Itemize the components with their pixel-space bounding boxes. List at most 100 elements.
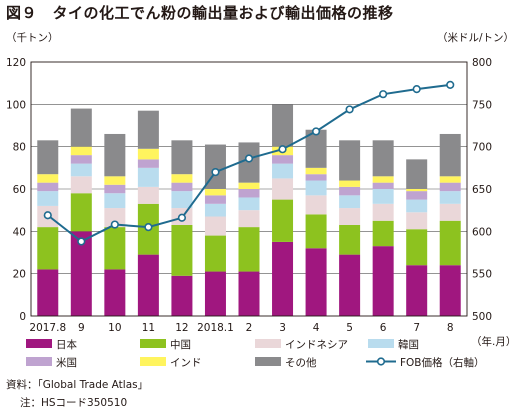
y2-tick-label: 750 <box>472 99 492 111</box>
y2-tick-label: 650 <box>472 184 492 196</box>
bar-segment <box>238 189 260 198</box>
price-point <box>278 145 287 154</box>
bar-segment <box>137 167 159 187</box>
bar-segment <box>37 174 59 183</box>
chart-title: 図９ タイの化工でん粉の輸出量および輸出価格の推移 <box>6 4 394 22</box>
legend-label: その他 <box>285 356 317 369</box>
bar-segment <box>439 182 461 192</box>
bar-segment <box>339 195 361 209</box>
price-point <box>177 213 187 222</box>
bar-segment <box>372 246 394 316</box>
legend-swatch <box>140 339 166 348</box>
bar-segment <box>204 235 226 272</box>
bar-segment <box>305 129 327 168</box>
bar-segment <box>204 195 226 204</box>
bar-segment <box>439 203 461 221</box>
bar-segment <box>171 275 193 316</box>
y-tick-label: 80 <box>13 142 26 154</box>
x-tick-label: 2 <box>246 322 253 334</box>
x-tick-label: 12 <box>175 322 188 334</box>
bar-segment <box>137 159 159 168</box>
price-point <box>110 220 119 229</box>
bar-segment <box>372 140 394 177</box>
bar-segment <box>104 184 126 194</box>
bar-segment <box>439 220 461 266</box>
y2-tick-label: 600 <box>472 226 492 238</box>
price-point <box>77 237 86 246</box>
bar-segment <box>171 182 193 192</box>
bar-segment <box>339 208 361 225</box>
bar-segment <box>372 189 394 204</box>
price-point <box>144 223 153 232</box>
bar-segment <box>104 193 126 209</box>
bar-segment <box>238 182 260 189</box>
bar-segment <box>372 182 394 189</box>
bar-segment <box>238 227 260 272</box>
bar-segment <box>372 203 394 221</box>
bar-segment <box>272 241 294 316</box>
source-text: 資料：「Global Trade Atlas」 <box>6 379 149 391</box>
x-tick-label: 5 <box>346 322 353 334</box>
bar-segment <box>339 224 361 255</box>
bar-segment <box>238 271 260 316</box>
bar-segment <box>439 133 461 177</box>
bar-segment <box>104 176 126 185</box>
x-tick-label: 3 <box>279 322 286 334</box>
x-tick-label: 9 <box>78 322 85 334</box>
y2-tick-label: 550 <box>472 269 492 281</box>
bar-segment <box>70 108 92 147</box>
note-text: 注：HSコード350510 <box>20 397 128 409</box>
bar-segment <box>70 146 92 156</box>
bar-segment <box>137 110 159 149</box>
x-tick-label: 10 <box>108 322 121 334</box>
price-point <box>311 127 321 136</box>
bar-segment <box>238 197 260 211</box>
legend-swatch <box>26 357 52 366</box>
left-axis-unit: （千トン） <box>6 32 59 44</box>
bar-segment <box>171 174 193 183</box>
price-point <box>345 105 354 114</box>
price-point <box>43 211 52 220</box>
bar-segment <box>104 269 126 316</box>
legend-label: インドネシア <box>285 339 348 351</box>
price-point <box>211 167 220 177</box>
x-tick-label: 2018.1 <box>197 322 234 334</box>
y-tick-label: 120 <box>6 57 26 69</box>
bar-segment <box>137 148 159 160</box>
bar-segment <box>37 140 59 175</box>
price-point <box>244 154 254 163</box>
bar-segment <box>406 212 428 230</box>
right-axis-unit: （米ドル/トン） <box>436 32 514 44</box>
bar-segment <box>305 180 327 196</box>
bar-segment <box>372 176 394 183</box>
legend-swatch <box>26 339 52 348</box>
bar-segment <box>339 140 361 181</box>
bar-segment <box>171 224 193 276</box>
legend-label: インド <box>170 357 202 369</box>
bar-segment <box>70 176 92 194</box>
legend-label: 韓国 <box>398 339 419 351</box>
bar-segment <box>204 216 226 236</box>
x-tick-label: 8 <box>447 322 454 334</box>
x-tick-label: 2017.8 <box>29 322 66 334</box>
plot-frame <box>30 61 468 317</box>
bar-segment <box>37 227 59 270</box>
bar-segment <box>37 182 59 192</box>
bar-segment <box>272 178 294 200</box>
price-point <box>379 90 388 99</box>
price-point <box>412 84 421 94</box>
bar-segment <box>272 199 294 242</box>
bar-segment <box>204 203 226 217</box>
bar-segment <box>204 189 226 196</box>
bar-segment <box>70 231 92 316</box>
legend-swatch <box>140 357 166 366</box>
legend-label: FOB価格（右軸） <box>400 356 485 369</box>
x-tick-label: 7 <box>413 322 420 334</box>
bar-segment <box>137 186 159 204</box>
legend-label: 米国 <box>56 356 77 369</box>
bar-segment <box>406 191 428 200</box>
x-tick-label: 11 <box>142 322 155 334</box>
y-tick-label: 0 <box>19 311 26 323</box>
